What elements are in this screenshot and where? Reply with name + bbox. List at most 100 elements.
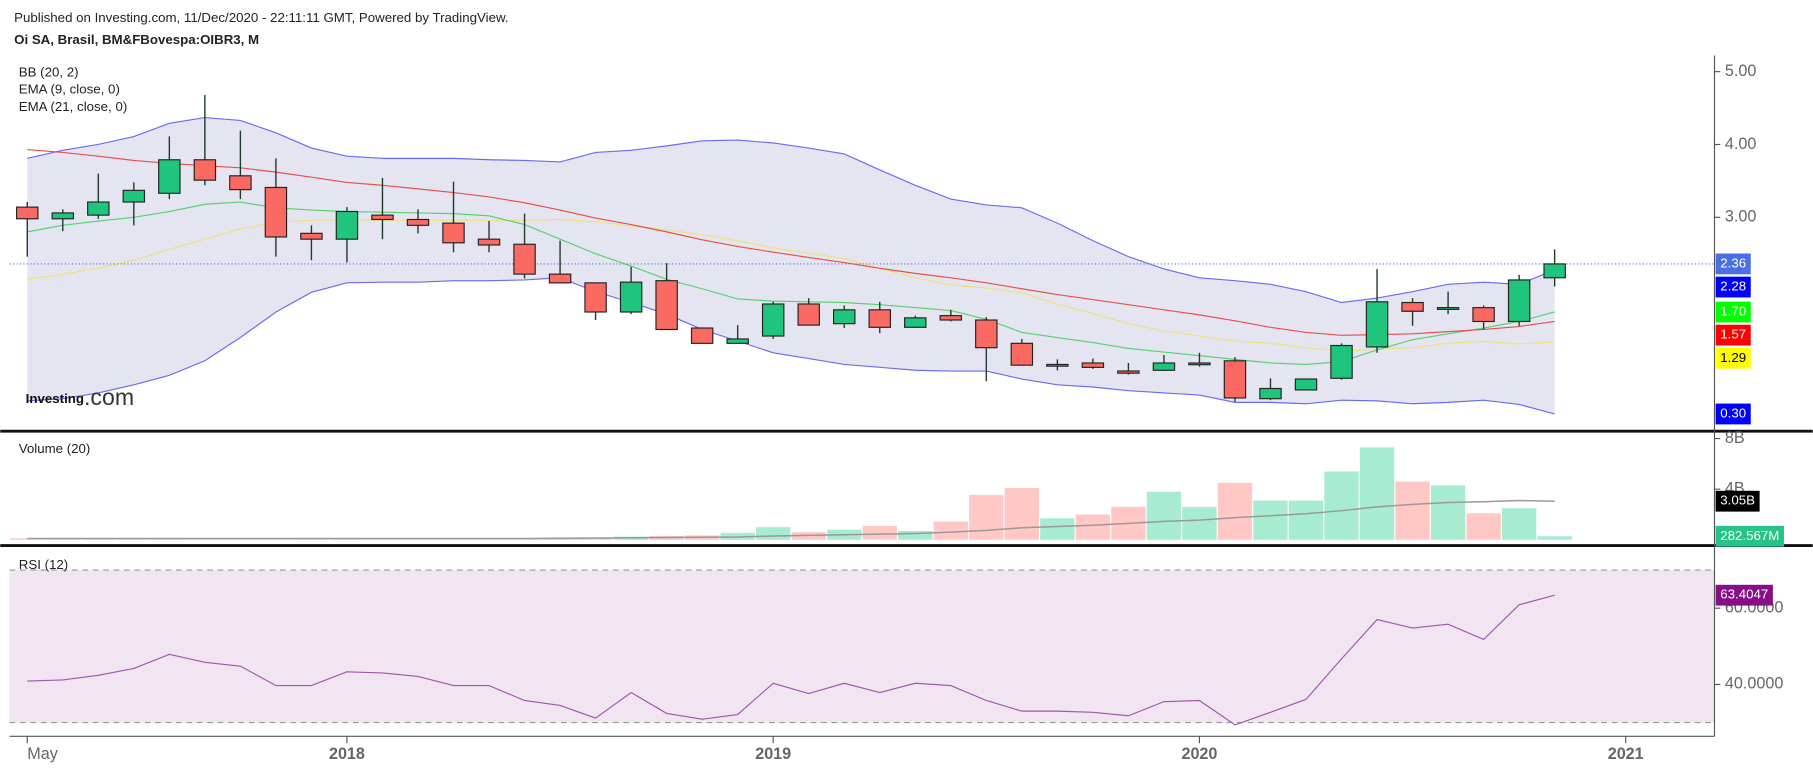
candle-body (1152, 362, 1176, 371)
volume-bar (1537, 536, 1572, 540)
candle-body (158, 159, 181, 194)
bb-fill (27, 117, 1555, 414)
volume-bar (756, 527, 791, 540)
candle-body (51, 212, 75, 220)
value-label-box (1715, 276, 1751, 298)
volume-bar (471, 538, 507, 540)
y-tick-label: 40.0000 (1725, 675, 1783, 693)
volume-bar (1430, 485, 1466, 540)
x-tick-label: 2018 (329, 745, 365, 763)
volume-bar (1288, 500, 1324, 540)
volume-bar (1004, 487, 1040, 540)
candle-body (797, 303, 820, 326)
volume-bar (1146, 491, 1182, 540)
candle-body (87, 201, 110, 216)
y-tick-label: 3.00 (1725, 208, 1756, 226)
candle-body (1259, 387, 1282, 400)
volume-bar (1182, 506, 1217, 540)
candle-body (761, 303, 785, 337)
candle-body (264, 186, 288, 238)
x-tick-label: 2019 (755, 745, 791, 763)
candle-body (904, 317, 927, 328)
candle-body (833, 309, 856, 325)
volume-bar (1040, 518, 1075, 540)
value-label: 1.70 (1715, 301, 1751, 323)
published-line: Published on Investing.com, 11/Dec/2020 … (14, 10, 508, 25)
candle-body (868, 309, 891, 328)
candle-body (548, 273, 572, 284)
candle-body (975, 319, 998, 349)
candle-body (1472, 307, 1495, 323)
volume-bar (507, 538, 542, 540)
rsi-line (27, 594, 1555, 726)
volume-bar (1217, 482, 1253, 540)
candle-body (619, 281, 643, 313)
value-label: 1.29 (1715, 347, 1751, 369)
candle-body (1046, 363, 1069, 367)
watermark: Investing.com (26, 384, 134, 410)
value-label-text: 2.36 (1720, 255, 1746, 270)
value-label: 63.4047 (1715, 584, 1773, 606)
x-tick-label: 2021 (1608, 745, 1644, 763)
value-label-text: 1.57 (1720, 327, 1746, 342)
candle-body (1401, 301, 1424, 312)
candle-body (655, 280, 678, 331)
volume-bar (1395, 481, 1430, 540)
candle-body (1543, 263, 1566, 279)
volume-bar (1253, 500, 1288, 540)
candle-body (939, 315, 963, 321)
volume-ma (27, 499, 1555, 540)
volume-bar (436, 538, 471, 540)
value-label-box (1715, 403, 1751, 425)
volume-bar (969, 494, 1004, 540)
legend-entry: EMA (9, close, 0) (19, 82, 120, 97)
value-label-text: 3.05B (1720, 493, 1755, 508)
volume-bar (1359, 447, 1395, 540)
watermark-brand: Investing (26, 390, 84, 405)
value-label-box (1715, 525, 1784, 547)
candle-body (300, 232, 323, 240)
value-label-box (1715, 490, 1760, 512)
candle-body (1436, 307, 1460, 310)
volume-bar (1075, 514, 1111, 540)
candle-body (584, 282, 607, 313)
y-tick-label: 4.00 (1725, 135, 1756, 153)
candle-body (1081, 362, 1105, 368)
candle-body (1010, 342, 1034, 366)
value-label-box (1715, 324, 1751, 346)
volume-bar (862, 525, 897, 540)
y-tick-label: 8B (1725, 429, 1745, 447)
volume-bar (898, 530, 933, 540)
candle-body (1188, 362, 1211, 366)
volume-bar (10, 538, 45, 540)
candle-body (122, 189, 146, 203)
legend-entry: BB (20, 2) (19, 64, 79, 79)
rsi-band (9, 570, 1715, 723)
candle-body (1223, 360, 1247, 399)
candle-body (442, 222, 465, 244)
value-label: 2.28 (1715, 276, 1751, 298)
candle-body (477, 238, 501, 246)
watermark-suffix: .com (84, 384, 134, 410)
value-label-box (1715, 347, 1751, 369)
candle-body (1330, 344, 1353, 379)
chart-title: Oi SA, Brasil, BM&FBovespa:OIBR3, M (14, 32, 259, 47)
candle-body (193, 159, 217, 181)
value-label: 2.36 (1715, 253, 1751, 275)
candle-body (1294, 378, 1318, 391)
value-label: 0.30 (1715, 403, 1751, 425)
candle-body (406, 218, 430, 226)
candle-body (229, 175, 252, 191)
x-tick-label: May (27, 745, 58, 763)
value-label-box (1715, 301, 1751, 323)
value-label: 3.05B (1715, 490, 1760, 512)
volume-bar (933, 521, 968, 540)
legend-entry: EMA (21, close, 0) (19, 99, 128, 114)
y-tick-label: 5.00 (1725, 62, 1756, 80)
x-tick-label: 2020 (1181, 745, 1217, 763)
value-label: 282.567M (1715, 525, 1784, 547)
candle-body (371, 214, 394, 221)
value-label-text: 0.30 (1720, 405, 1746, 420)
value-label-text: 2.28 (1720, 279, 1746, 294)
